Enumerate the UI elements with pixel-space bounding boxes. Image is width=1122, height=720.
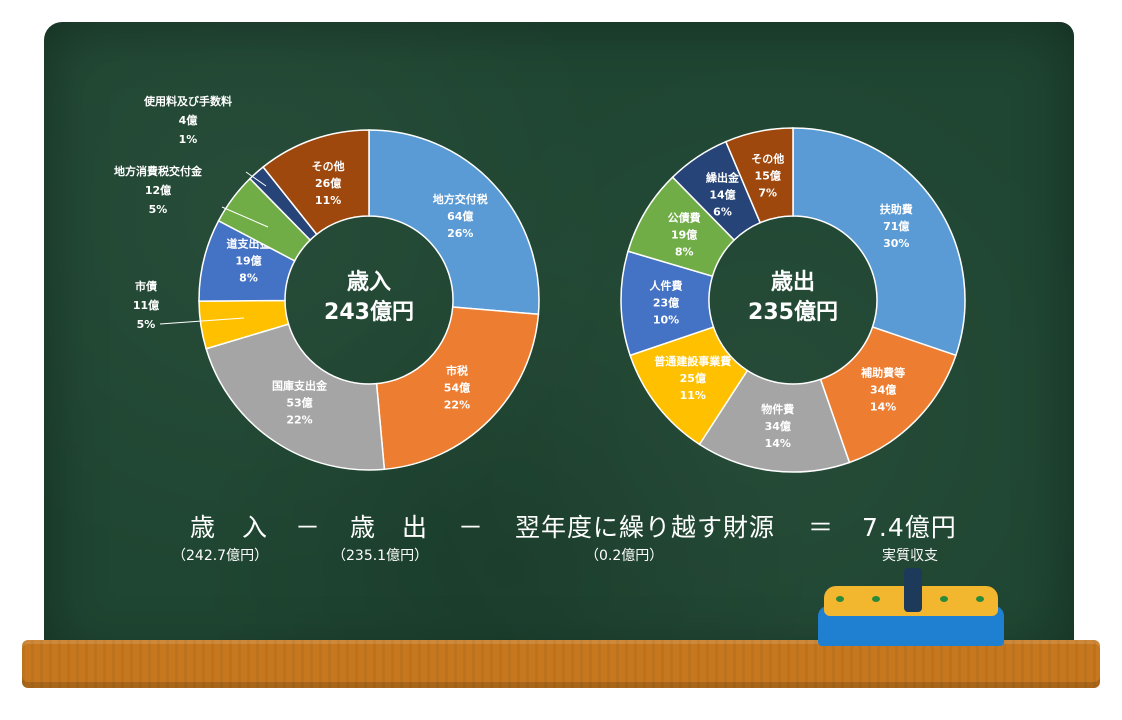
equation-minus-1: － <box>295 513 322 542</box>
result-label: 実質収支 <box>882 548 938 564</box>
donut-slice <box>724 127 794 224</box>
leader-line <box>159 317 245 325</box>
expenditure-donut-chart: 扶助費 71億 30% 補助費等 34億 14% 物件費 34億 14% 普通建設事業費 25億 11… <box>620 127 966 473</box>
donut-center-label: 歳出 235億円 <box>748 270 838 325</box>
leader-line <box>221 206 269 228</box>
slice-label: 地方交付税 64億 26% <box>433 192 488 240</box>
slice-label: 公債費 19億 8% <box>668 211 701 259</box>
equation-carryover: 翌年度に繰り越す財源 <box>515 513 776 542</box>
slice-label: 市債 11億 5% <box>133 279 159 331</box>
equation-revenue: 歳 入 <box>190 513 269 542</box>
equation-values: （242.7億円） （235.1億円） （0.2億円） 実質収支 <box>0 545 1122 569</box>
slice-label: その他 15億 7% <box>751 152 784 200</box>
balance-equation: 歳 入 － 歳 出 － 翌年度に繰り越す財源 ＝ 7.4億円 <box>190 508 990 548</box>
chalk-ledge <box>22 640 1100 688</box>
donut-slice <box>262 129 370 236</box>
donut-slice <box>368 129 540 316</box>
revenue-donut-chart: 地方交付税 64億 26%市税 54億 22%国庫支出金 53億 22%市債 11億 5%道支出… <box>114 94 540 471</box>
slice-label: 国庫支出金 53億 22% <box>272 379 328 427</box>
slice-label: 普通建設事業費 25億 11% <box>654 354 731 402</box>
revenue-value: （242.7億円） <box>172 548 269 564</box>
slice-label: 物件費 34億 14% <box>761 402 794 450</box>
donut-slice <box>375 306 540 471</box>
slice-label: 市税 54億 22% <box>444 363 470 411</box>
equation-equals: ＝ <box>808 513 835 542</box>
slice-label: 使用料及び手数料 4億 1% <box>143 94 232 146</box>
donut-slice <box>698 369 851 473</box>
slice-label: 補助費等 34億 14% <box>860 366 905 414</box>
donut-slice <box>792 127 966 357</box>
slice-label: 扶助費 71億 30% <box>880 202 913 250</box>
slice-label: 繰出金 14億 6% <box>706 170 740 218</box>
slice-label: 地方消費税交付金 12億 5% <box>114 164 203 216</box>
equation-expenditure: 歳 出 <box>350 513 429 542</box>
eraser-icon <box>818 568 1004 648</box>
donut-slice <box>205 323 386 471</box>
leader-line <box>245 171 267 187</box>
donut-center-label: 歳入 243億円 <box>324 270 414 325</box>
expenditure-value: （235.1億円） <box>332 548 429 564</box>
slice-label: 人件費 23億 10% <box>650 279 683 327</box>
equation-result: 7.4億円 <box>862 513 957 542</box>
donut-slice <box>819 326 957 464</box>
equation-minus-2: － <box>458 513 485 542</box>
carryover-value: （0.2億円） <box>585 548 664 564</box>
slice-label: その他 26億 11% <box>312 159 345 207</box>
